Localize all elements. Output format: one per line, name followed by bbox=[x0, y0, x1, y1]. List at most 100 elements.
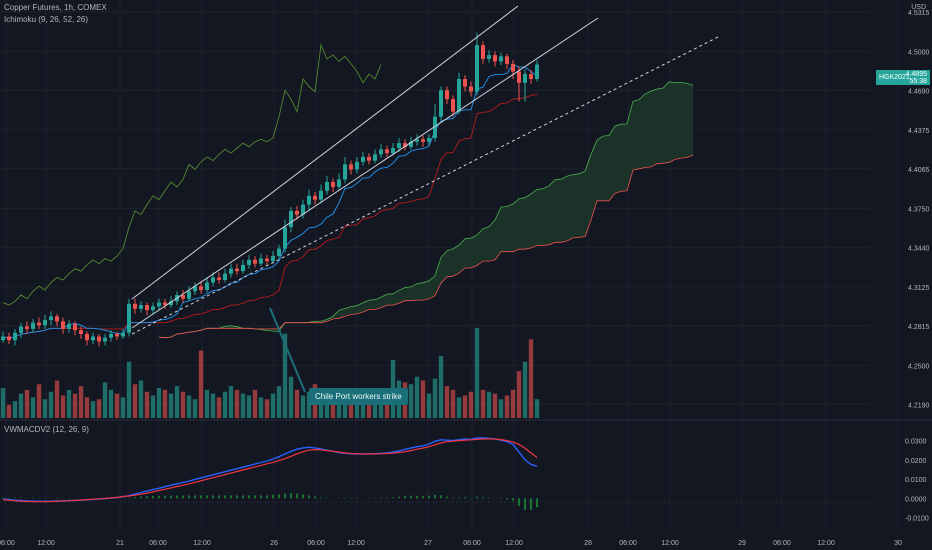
candle-body bbox=[535, 64, 539, 80]
volume-bar bbox=[48, 391, 54, 418]
volume-bar bbox=[498, 399, 504, 418]
candle-body bbox=[133, 303, 137, 309]
candle-body bbox=[265, 258, 269, 262]
candle-body bbox=[181, 295, 185, 299]
volume-bar bbox=[480, 389, 486, 418]
candle-body bbox=[169, 301, 173, 306]
volume-bar bbox=[306, 391, 312, 418]
lagging-span bbox=[2, 43, 382, 306]
volume-bar bbox=[30, 397, 36, 418]
candle-body bbox=[289, 210, 293, 228]
candle-body bbox=[397, 143, 401, 149]
volume-bar bbox=[444, 386, 450, 418]
time-axis[interactable]: 06:00 12:00 21 06:00 12:00 26 06:00 12:00 27 06:0… bbox=[0, 540, 902, 547]
candle-body bbox=[43, 320, 47, 326]
volume-bar bbox=[234, 389, 240, 418]
candle-body bbox=[511, 63, 515, 72]
annotation-callout[interactable]: Chile Port workers strike bbox=[309, 388, 408, 405]
candle-body bbox=[523, 73, 527, 83]
time-tick-label: 06:00 bbox=[463, 540, 481, 547]
volume-bar bbox=[264, 399, 270, 418]
oscillator-axis[interactable]: 0.0300 0.0200 0.0100 0.0000 -0.0100 bbox=[905, 439, 929, 523]
volume-bar bbox=[36, 384, 42, 418]
candle-body bbox=[367, 156, 371, 161]
currency-label[interactable]: USD bbox=[911, 4, 926, 11]
volume-bar bbox=[84, 397, 90, 418]
candle-body bbox=[61, 321, 65, 329]
channel-lower-dashed-line[interactable] bbox=[131, 35, 721, 335]
volume-bar bbox=[102, 382, 108, 418]
volume-bar bbox=[372, 395, 378, 418]
candle-body bbox=[451, 99, 455, 112]
volume-bar bbox=[150, 395, 156, 418]
candle-body bbox=[517, 71, 521, 83]
indicator-label[interactable]: Ichimoku (9, 26, 52, 26) bbox=[4, 15, 89, 24]
time-tick-label: 28 bbox=[584, 540, 592, 547]
volume-bar bbox=[276, 386, 282, 418]
volume-bar bbox=[300, 395, 306, 418]
price-tick-label: 4.2500 bbox=[908, 363, 930, 370]
candle-body bbox=[31, 322, 35, 329]
time-tick-label: 12:00 bbox=[505, 540, 523, 547]
time-tick-label: 12:00 bbox=[193, 540, 211, 547]
candle-body bbox=[67, 323, 71, 329]
last-price-badge: HGK2021 4.4895 55:38 bbox=[876, 70, 930, 85]
candle-body bbox=[253, 259, 257, 264]
volume-bar bbox=[156, 388, 162, 418]
volume-bar bbox=[204, 389, 210, 418]
time-tick-label: 12:00 bbox=[661, 540, 679, 547]
price-tick-label: 4.5000 bbox=[908, 49, 930, 56]
oscillator-label[interactable]: VWMACDV2 (12, 26, 9) bbox=[4, 425, 89, 434]
cloud-fill bbox=[159, 81, 693, 338]
candle-body bbox=[475, 45, 479, 92]
trend-drawings[interactable] bbox=[131, 5, 721, 393]
candle-body bbox=[247, 259, 251, 265]
candle-body bbox=[505, 56, 509, 64]
candle-body bbox=[199, 286, 203, 291]
candle-body bbox=[217, 277, 221, 280]
candle-body bbox=[307, 195, 311, 205]
conversion-line bbox=[2, 64, 538, 339]
candle-body bbox=[385, 149, 389, 154]
volume-bar bbox=[222, 391, 228, 418]
oscillator-pane bbox=[0, 437, 870, 510]
volume-bar bbox=[348, 399, 354, 418]
candle-body bbox=[337, 179, 341, 188]
candle-body bbox=[373, 154, 377, 161]
time-tick-label: 30 bbox=[894, 540, 902, 547]
candle-body bbox=[19, 326, 23, 333]
volume-bar bbox=[240, 393, 246, 418]
price-tick-label: 4.3440 bbox=[908, 245, 930, 252]
candle-body bbox=[427, 138, 431, 142]
time-tick-label: 27 bbox=[424, 540, 432, 547]
price-tick-label: 4.2190 bbox=[908, 402, 930, 409]
osc-tick-label: -0.0100 bbox=[905, 516, 929, 523]
time-tick-label: 12:00 bbox=[817, 540, 835, 547]
candle-body bbox=[163, 302, 167, 306]
candle-body bbox=[241, 264, 245, 272]
volume-bars bbox=[0, 328, 540, 418]
leading-span-b bbox=[158, 154, 694, 339]
volume-bar bbox=[534, 399, 540, 418]
candle-body bbox=[325, 181, 329, 191]
candle-body bbox=[211, 277, 215, 283]
time-tick-label: 12:00 bbox=[347, 540, 365, 547]
channel-middle-line[interactable] bbox=[131, 17, 599, 329]
volume-bar bbox=[54, 380, 60, 418]
volume-bar bbox=[420, 380, 426, 418]
volume-bar bbox=[60, 395, 66, 418]
osc-tick-label: 0.0200 bbox=[905, 458, 927, 465]
volume-bar bbox=[162, 389, 168, 418]
channel-upper-line[interactable] bbox=[131, 5, 519, 300]
candle-body bbox=[355, 161, 359, 170]
candle-body bbox=[127, 303, 131, 333]
macd-histogram bbox=[2, 493, 538, 510]
candle-body bbox=[223, 273, 227, 280]
osc-tick-label: 0.0000 bbox=[905, 496, 927, 503]
candle-body bbox=[73, 323, 77, 331]
price-axis[interactable]: 4.5315 4.5000 4.4690 4.4375 4.4065 4.3750 4.34… bbox=[908, 10, 930, 409]
candle-body bbox=[139, 305, 143, 309]
volume-bar bbox=[414, 376, 420, 418]
volume-bar bbox=[228, 386, 234, 418]
